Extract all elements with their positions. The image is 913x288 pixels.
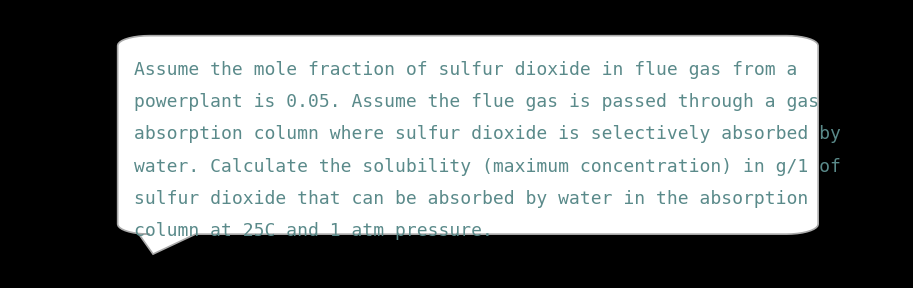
Text: sulfur dioxide that can be absorbed by water in the absorption: sulfur dioxide that can be absorbed by w… (134, 190, 808, 208)
Text: powerplant is 0.05. Assume the flue gas is passed through a gas: powerplant is 0.05. Assume the flue gas … (134, 93, 819, 111)
Text: water. Calculate the solubility (maximum concentration) in g/1 of: water. Calculate the solubility (maximum… (134, 158, 841, 176)
Text: absorption column where sulfur dioxide is selectively absorbed by: absorption column where sulfur dioxide i… (134, 126, 841, 143)
Text: column at 25C and 1 atm pressure.: column at 25C and 1 atm pressure. (134, 222, 493, 240)
Text: Assume the mole fraction of sulfur dioxide in flue gas from a: Assume the mole fraction of sulfur dioxi… (134, 61, 797, 79)
PathPatch shape (118, 36, 818, 254)
